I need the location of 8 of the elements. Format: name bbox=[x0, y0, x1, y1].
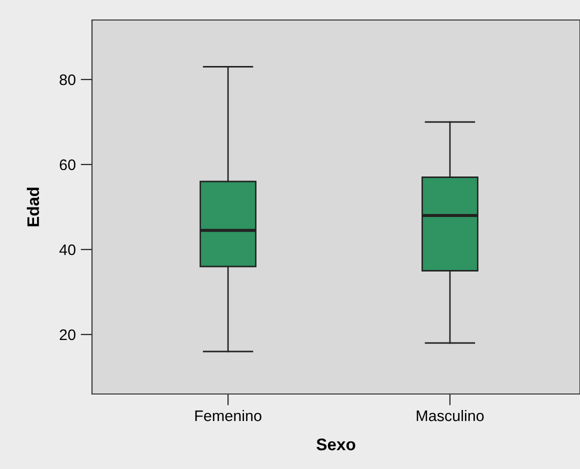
x-tick-label: Femenino bbox=[195, 410, 262, 422]
y-axis-title: Edad bbox=[26, 188, 40, 226]
y-tick-label: 60 bbox=[60, 159, 76, 170]
y-tick-label: 80 bbox=[60, 74, 76, 86]
x-tick-label: Masculino bbox=[416, 410, 484, 422]
x-axis-title: Sexo bbox=[316, 438, 356, 450]
y-tick-label: 20 bbox=[60, 329, 76, 340]
y-tick-label: 40 bbox=[59, 244, 76, 256]
